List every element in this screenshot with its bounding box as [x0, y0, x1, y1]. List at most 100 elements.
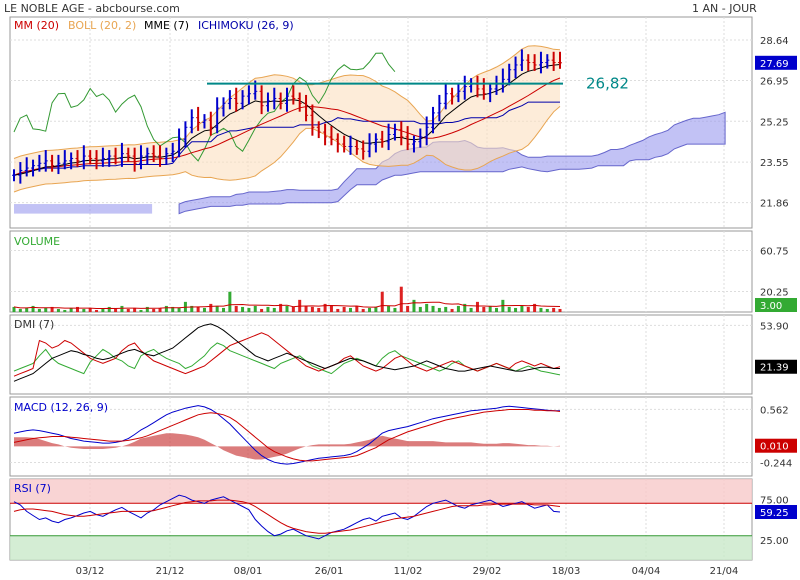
volume-bar	[31, 305, 35, 312]
volume-bar	[406, 305, 410, 312]
volume-bar	[526, 306, 530, 312]
volume-bar	[469, 307, 473, 312]
volume-bar	[342, 306, 346, 312]
volume-bar	[304, 305, 308, 312]
macd-tick-label: -0.244	[760, 458, 792, 469]
panel-frame-macd	[9, 396, 753, 477]
volume-bar	[425, 303, 429, 312]
volume-bar	[437, 307, 441, 312]
volume-bar	[317, 307, 321, 312]
volume-bar	[37, 308, 41, 312]
price-tick-label: 26.95	[760, 77, 789, 88]
volume-bar	[75, 306, 79, 312]
legend-mm: MM (20)	[14, 19, 60, 32]
price-tick-label: 28.64	[760, 36, 789, 47]
volume-bar	[558, 308, 562, 312]
macd-panel-title: MACD (12, 26, 9)	[14, 401, 109, 414]
rsi-tick-label: 75.00	[760, 495, 789, 506]
volume-bar	[374, 306, 378, 312]
volume-bar	[177, 307, 181, 312]
volume-bar	[348, 307, 352, 312]
volume-bar	[488, 305, 492, 312]
volume-bar	[368, 307, 372, 312]
volume-bar	[552, 307, 556, 312]
volume-bar	[139, 309, 143, 312]
rsi-tick-label: 25.00	[760, 536, 789, 547]
volume-bar	[355, 305, 359, 312]
legend-mme: MME (7)	[144, 19, 190, 32]
volume-bar	[431, 305, 435, 312]
volume-bar	[82, 308, 86, 312]
volume-bar	[412, 299, 416, 312]
volume-bar	[336, 308, 340, 312]
rsi-ma-line	[13, 499, 561, 534]
rsi-panel-title: RSI (7)	[14, 482, 51, 495]
volume-bar	[133, 307, 137, 312]
volume-bar	[285, 305, 289, 312]
volume-bar	[44, 307, 48, 312]
timeframe-label: 1 AN - JOUR	[692, 2, 757, 15]
panel-frame-dmi	[9, 314, 753, 395]
chart-title: LE NOBLE AGE - abcbourse.com	[4, 2, 180, 15]
volume-bar	[310, 306, 314, 312]
volume-tick-label: 60.75	[760, 246, 789, 257]
volume-bar	[520, 305, 524, 312]
volume-bar	[418, 306, 422, 312]
rsi-current-label: 59.25	[760, 508, 789, 519]
ichimoku-kijun-line	[13, 101, 560, 176]
volume-bar	[69, 307, 73, 312]
rsi-current-box	[755, 505, 797, 520]
volume-current-label: 3.00	[760, 301, 782, 312]
volume-bar	[202, 307, 206, 312]
rsi-overbought-zone	[10, 479, 752, 504]
dmi-minus-line	[13, 332, 561, 377]
volume-bar	[25, 307, 29, 312]
volume-bar	[171, 306, 175, 312]
volume-bar	[158, 307, 162, 312]
panel-frame-price	[9, 16, 753, 229]
volume-bar	[279, 303, 283, 312]
rsi-oversold-zone	[10, 535, 752, 560]
volume-bar	[329, 305, 333, 312]
volume-bar	[215, 305, 219, 312]
volume-bar	[495, 307, 499, 312]
x-tick-label: 26/01	[315, 566, 344, 577]
volume-bar	[399, 286, 403, 312]
macd-tick-label: 0.562	[760, 405, 789, 416]
volume-bar	[387, 305, 391, 312]
current-price-box	[755, 55, 797, 70]
macd-current-label: 0.010	[760, 442, 789, 453]
macd-current-box	[755, 438, 797, 453]
volume-bar	[361, 308, 365, 312]
volume-bar	[56, 308, 60, 312]
bollinger-upper-line	[13, 45, 561, 159]
volume-bar	[507, 306, 511, 312]
macd-histogram	[14, 433, 560, 460]
volume-current-box	[755, 298, 797, 312]
volume-bar	[152, 308, 156, 312]
volume-bar	[475, 301, 479, 312]
macd-line	[13, 405, 560, 465]
price-tick-label: 23.55	[760, 158, 789, 169]
volume-bar	[393, 307, 397, 312]
volume-bar	[114, 307, 118, 312]
volume-bar	[482, 306, 486, 312]
volume-bar	[253, 305, 257, 312]
mm20-line	[13, 77, 561, 176]
x-tick-label: 08/01	[234, 566, 263, 577]
volume-bar	[247, 307, 251, 312]
volume-bar	[456, 305, 460, 312]
bollinger-lower-line	[13, 106, 561, 193]
volume-bar	[120, 305, 124, 312]
volume-bar	[126, 308, 130, 312]
dmi-current-box	[755, 359, 797, 374]
volume-bar	[323, 303, 327, 312]
volume-bar	[101, 308, 105, 312]
volume-bar	[222, 307, 226, 312]
volume-bar	[545, 308, 549, 312]
volume-bar	[272, 307, 276, 312]
volume-bar	[291, 306, 295, 312]
volume-bar	[107, 306, 111, 312]
volume-bar	[266, 306, 270, 312]
x-tick-label: 29/02	[473, 566, 502, 577]
